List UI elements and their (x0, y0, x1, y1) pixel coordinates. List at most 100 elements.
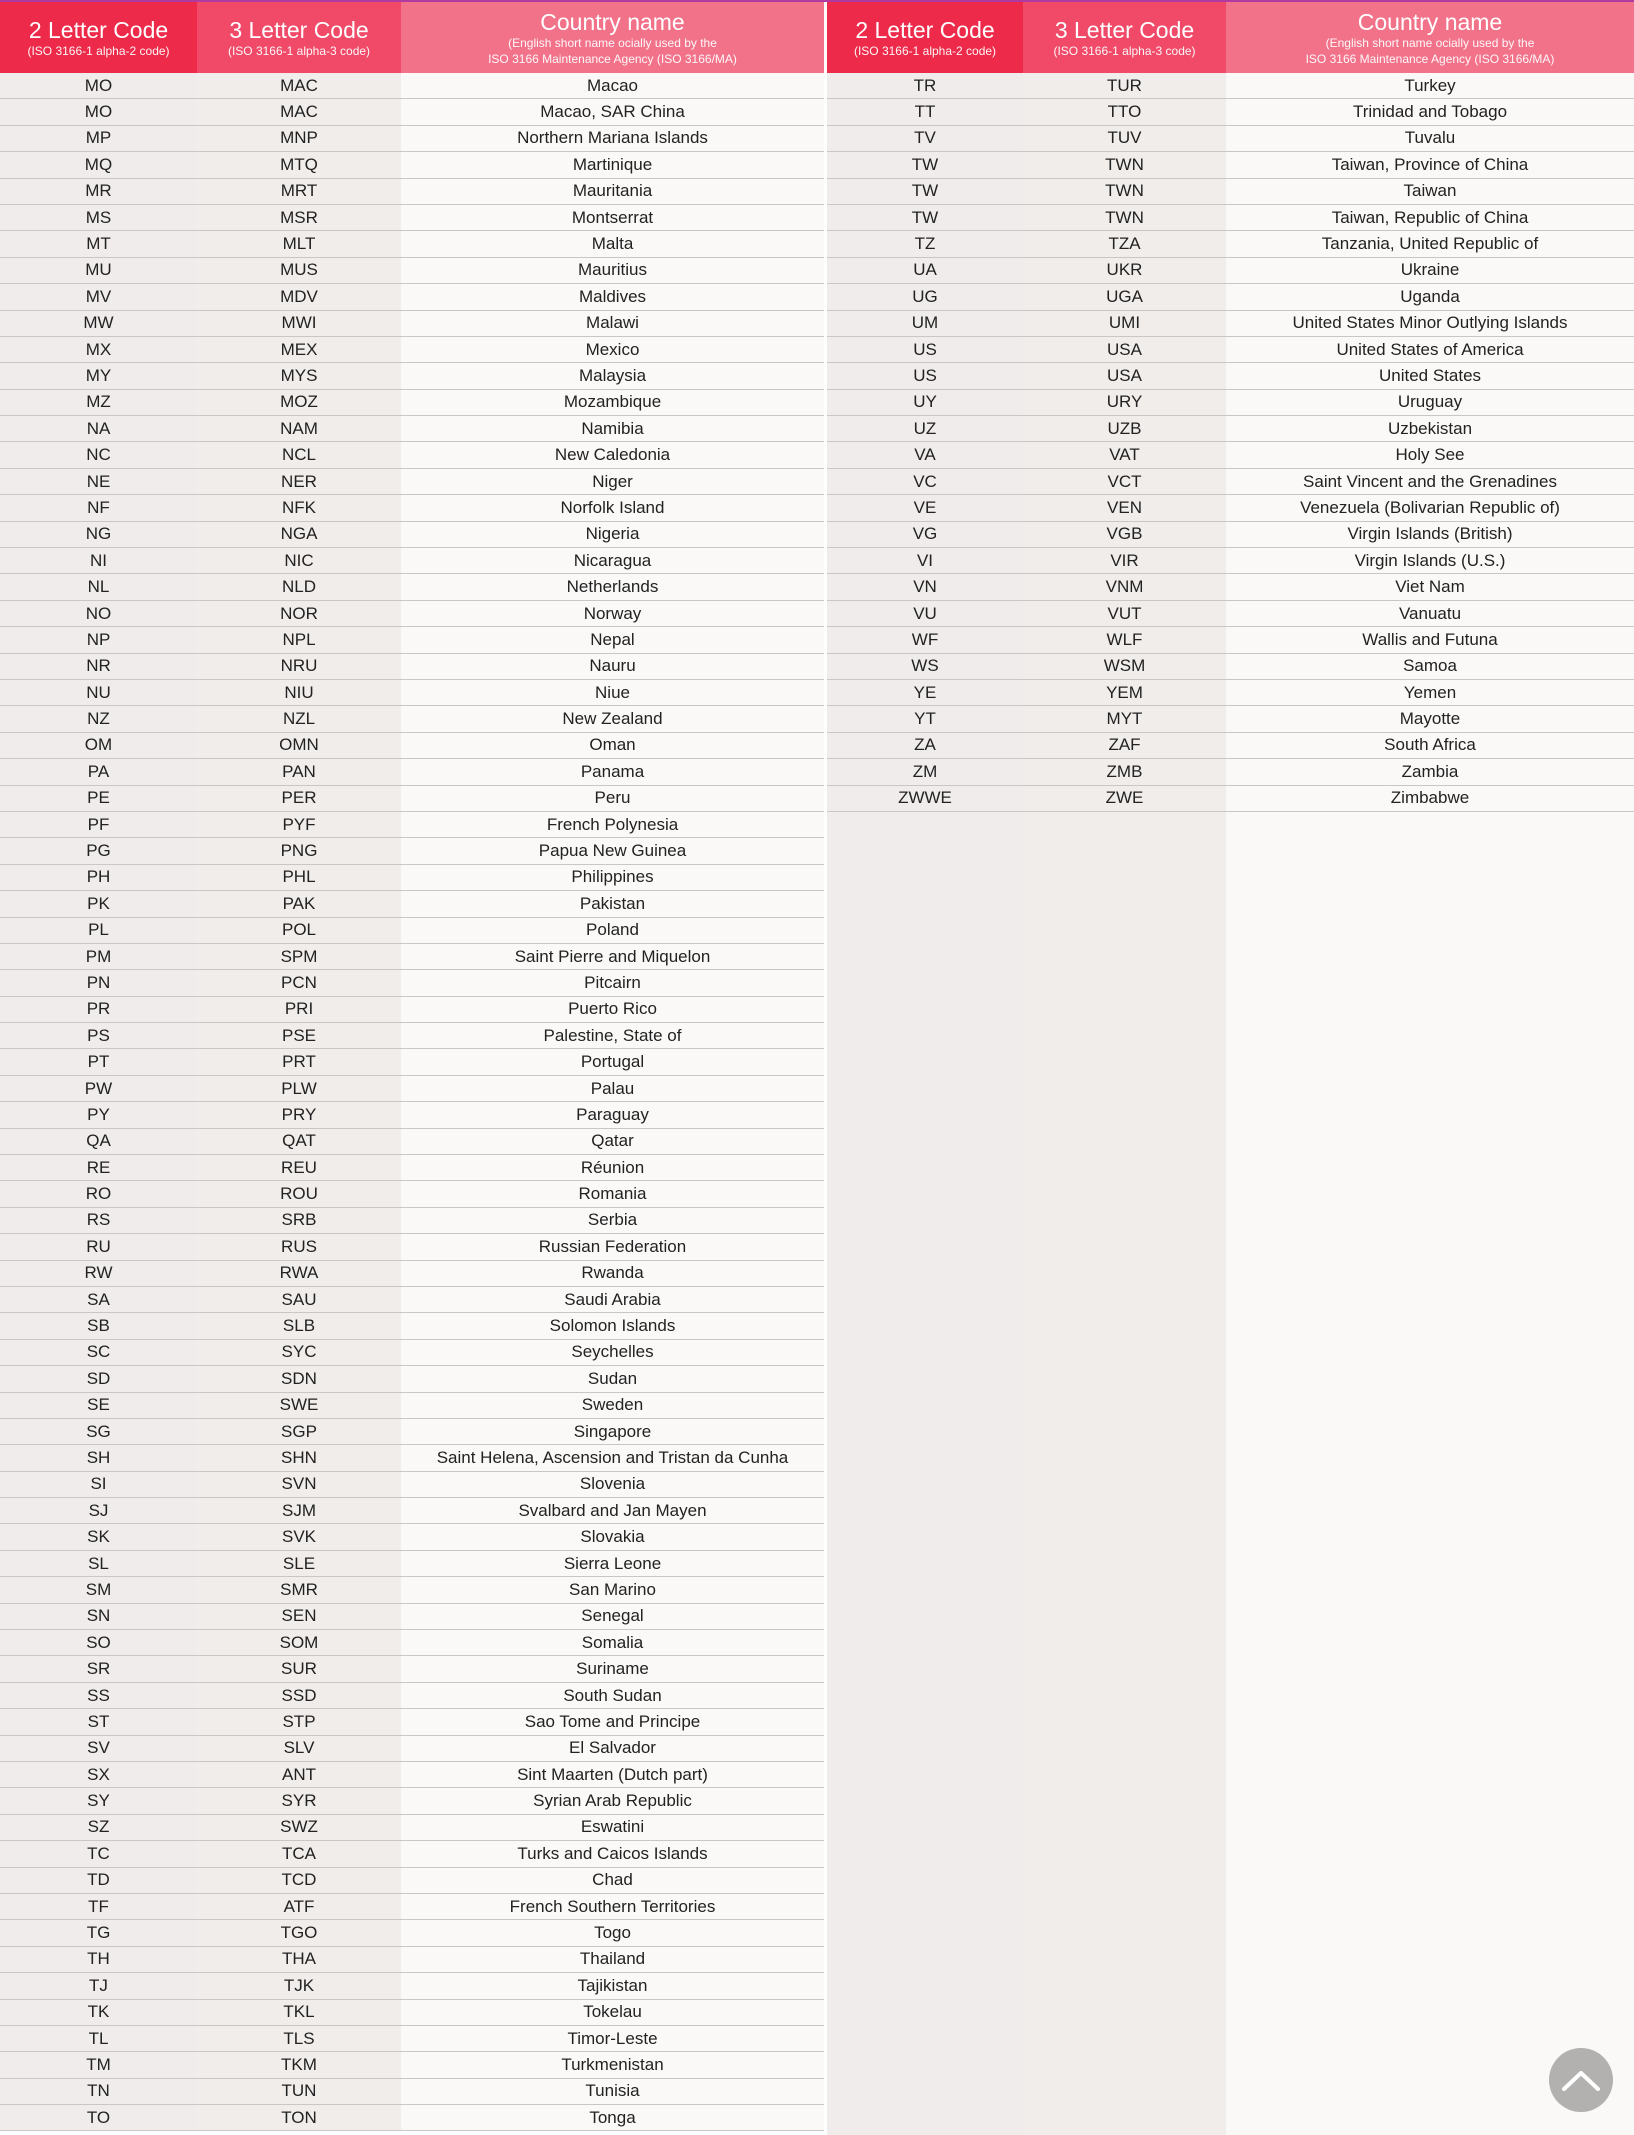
alpha2-code-cell: TV (827, 125, 1023, 152)
table-row: SV SLV El Salvador (0, 1735, 824, 1762)
country-name-cell: Paraguay (401, 1102, 824, 1128)
alpha3-code-cell: SPM (197, 943, 401, 970)
table-row: ZM ZMB Zambia (827, 759, 1634, 786)
table-row: NA NAM Namibia (0, 416, 824, 443)
table-row: US USA United States (827, 363, 1634, 390)
table-row: SB SLB Solomon Islands (0, 1313, 824, 1340)
alpha3-code-cell: MRT (197, 178, 401, 204)
country-name-cell: Saint Vincent and the Grenadines (1226, 468, 1634, 495)
country-name-cell: Malawi (401, 310, 824, 336)
alpha3-code-cell: NER (197, 468, 401, 495)
alpha2-code-cell: VN (827, 574, 1023, 600)
table-row: NE NER Niger (0, 468, 824, 496)
alpha3-code-cell: SDN (197, 1366, 401, 1392)
alpha3-code-cell: NZL (197, 706, 401, 732)
table-row: UY URY Uruguay (827, 389, 1634, 417)
top-accent-line (0, 0, 1634, 2)
table-row: VN VNM Viet Nam (827, 574, 1634, 601)
table-row: TO TON Tonga (0, 2105, 824, 2132)
alpha2-code-cell: PH (0, 864, 197, 891)
table-row: TK TKL Tokelau (0, 1999, 824, 2026)
alpha2-code-cell: SG (0, 1418, 197, 1445)
country-name-cell: Uzbekistan (1226, 416, 1634, 442)
table-body: MO MAC Macao MO MAC Macao, SAR China MP MNP Nort… (0, 73, 824, 2132)
table-row: MO MAC Macao, SAR China (0, 99, 824, 126)
alpha2-code-cell: NF (0, 495, 197, 521)
country-name-cell: Sao Tome and Principe (401, 1709, 824, 1735)
country-name-cell: South Africa (1226, 732, 1634, 759)
country-name-cell: Mauritius (401, 257, 824, 284)
table-row: TF ATF French Southern Territories (0, 1893, 824, 1921)
table-row: TT TTO Trinidad and Tobago (827, 99, 1634, 126)
country-name-cell: San Marino (401, 1577, 824, 1603)
alpha2-code-cell: MV (0, 284, 197, 310)
country-name-cell: Philippines (401, 864, 824, 891)
country-name-cell: Sweden (401, 1392, 824, 1418)
table-row: SL SLE Sierra Leone (0, 1550, 824, 1578)
alpha3-code-cell: MTQ (197, 152, 401, 178)
country-name-cell: Romania (401, 1181, 824, 1207)
country-name-cell: Tanzania, United Republic of (1226, 231, 1634, 257)
country-name-cell: Namibia (401, 416, 824, 442)
alpha2-code-cell: VI (827, 548, 1023, 574)
country-name-cell: Malaysia (401, 363, 824, 389)
alpha2-code-cell: SB (0, 1313, 197, 1339)
alpha3-code-cell: PAK (197, 891, 401, 917)
table-row: NR NRU Nauru (0, 653, 824, 680)
alpha3-code-cell: TWN (1023, 178, 1226, 204)
alpha2-code-cell: PL (0, 917, 197, 943)
country-name-cell: Russian Federation (401, 1234, 824, 1260)
alpha3-code-cell: TWN (1023, 152, 1226, 178)
country-name-cell: Macao (401, 73, 824, 99)
country-name-cell: Senegal (401, 1603, 824, 1630)
alpha2-code-cell: UY (827, 389, 1023, 416)
country-name-cell: Norfolk Island (401, 495, 824, 521)
alpha2-code-cell: MU (0, 257, 197, 284)
alpha2-code-cell: SY (0, 1788, 197, 1814)
alpha3-code-cell: ROU (197, 1181, 401, 1207)
table-row: PE PER Peru (0, 785, 824, 812)
alpha3-code-cell: SWZ (197, 1814, 401, 1841)
table-row: TW TWN Taiwan (827, 178, 1634, 205)
alpha3-code-cell: YEM (1023, 679, 1226, 706)
table-row: PS PSE Palestine, State of (0, 1023, 824, 1050)
table-row: TW TWN Taiwan, Province of China (827, 152, 1634, 179)
alpha2-code-cell: YE (827, 679, 1023, 706)
table-row: TN TUN Tunisia (0, 2078, 824, 2106)
country-name-cell: Eswatini (401, 1814, 824, 1841)
alpha2-code-cell: TF (0, 1893, 197, 1920)
country-name-cell: Niue (401, 679, 824, 706)
country-name-cell: Qatar (401, 1128, 824, 1155)
country-name-cell: Saint Pierre and Miquelon (401, 943, 824, 970)
country-name-cell: Sint Maarten (Dutch part) (401, 1762, 824, 1788)
scroll-to-top-button[interactable] (1549, 2048, 1613, 2112)
country-name-cell: French Polynesia (401, 811, 824, 838)
table-row: SR SUR Suriname (0, 1656, 824, 1683)
country-name-cell: Nepal (401, 627, 824, 653)
country-name-cell: Portugal (401, 1049, 824, 1075)
alpha3-code-cell: VGB (1023, 521, 1226, 548)
alpha3-code-cell: SVN (197, 1471, 401, 1498)
table-row: TW TWN Taiwan, Republic of China (827, 204, 1634, 232)
alpha2-code-cell: TW (827, 204, 1023, 231)
country-name-cell: Northern Mariana Islands (401, 125, 824, 152)
alpha3-code-cell: THA (197, 1946, 401, 1973)
alpha2-code-cell: MS (0, 204, 197, 231)
alpha2-code-cell: PT (0, 1049, 197, 1075)
alpha3-code-cell: MOZ (197, 389, 401, 416)
alpha3-code-cell: VEN (1023, 495, 1226, 521)
alpha3-code-cell: PLW (197, 1075, 401, 1102)
alpha3-code-cell: SYR (197, 1788, 401, 1814)
table-row: ZWWE ZWE Zimbabwe (827, 785, 1634, 812)
alpha2-code-cell: PM (0, 943, 197, 970)
country-name-cell: Timor-Leste (401, 2025, 824, 2052)
header-3-letter-code: 3 Letter Code (ISO 3166-1 alpha-3 code) (1023, 2, 1226, 73)
alpha3-code-cell: UKR (1023, 257, 1226, 284)
alpha2-code-cell: VC (827, 468, 1023, 495)
table-row: UM UMI United States Minor Outlying Island… (827, 310, 1634, 337)
alpha2-code-cell: WF (827, 627, 1023, 653)
table-row: RE REU Réunion (0, 1155, 824, 1182)
country-name-cell: New Caledonia (401, 442, 824, 468)
alpha2-code-cell: SE (0, 1392, 197, 1418)
country-name-cell: Palestine, State of (401, 1023, 824, 1049)
